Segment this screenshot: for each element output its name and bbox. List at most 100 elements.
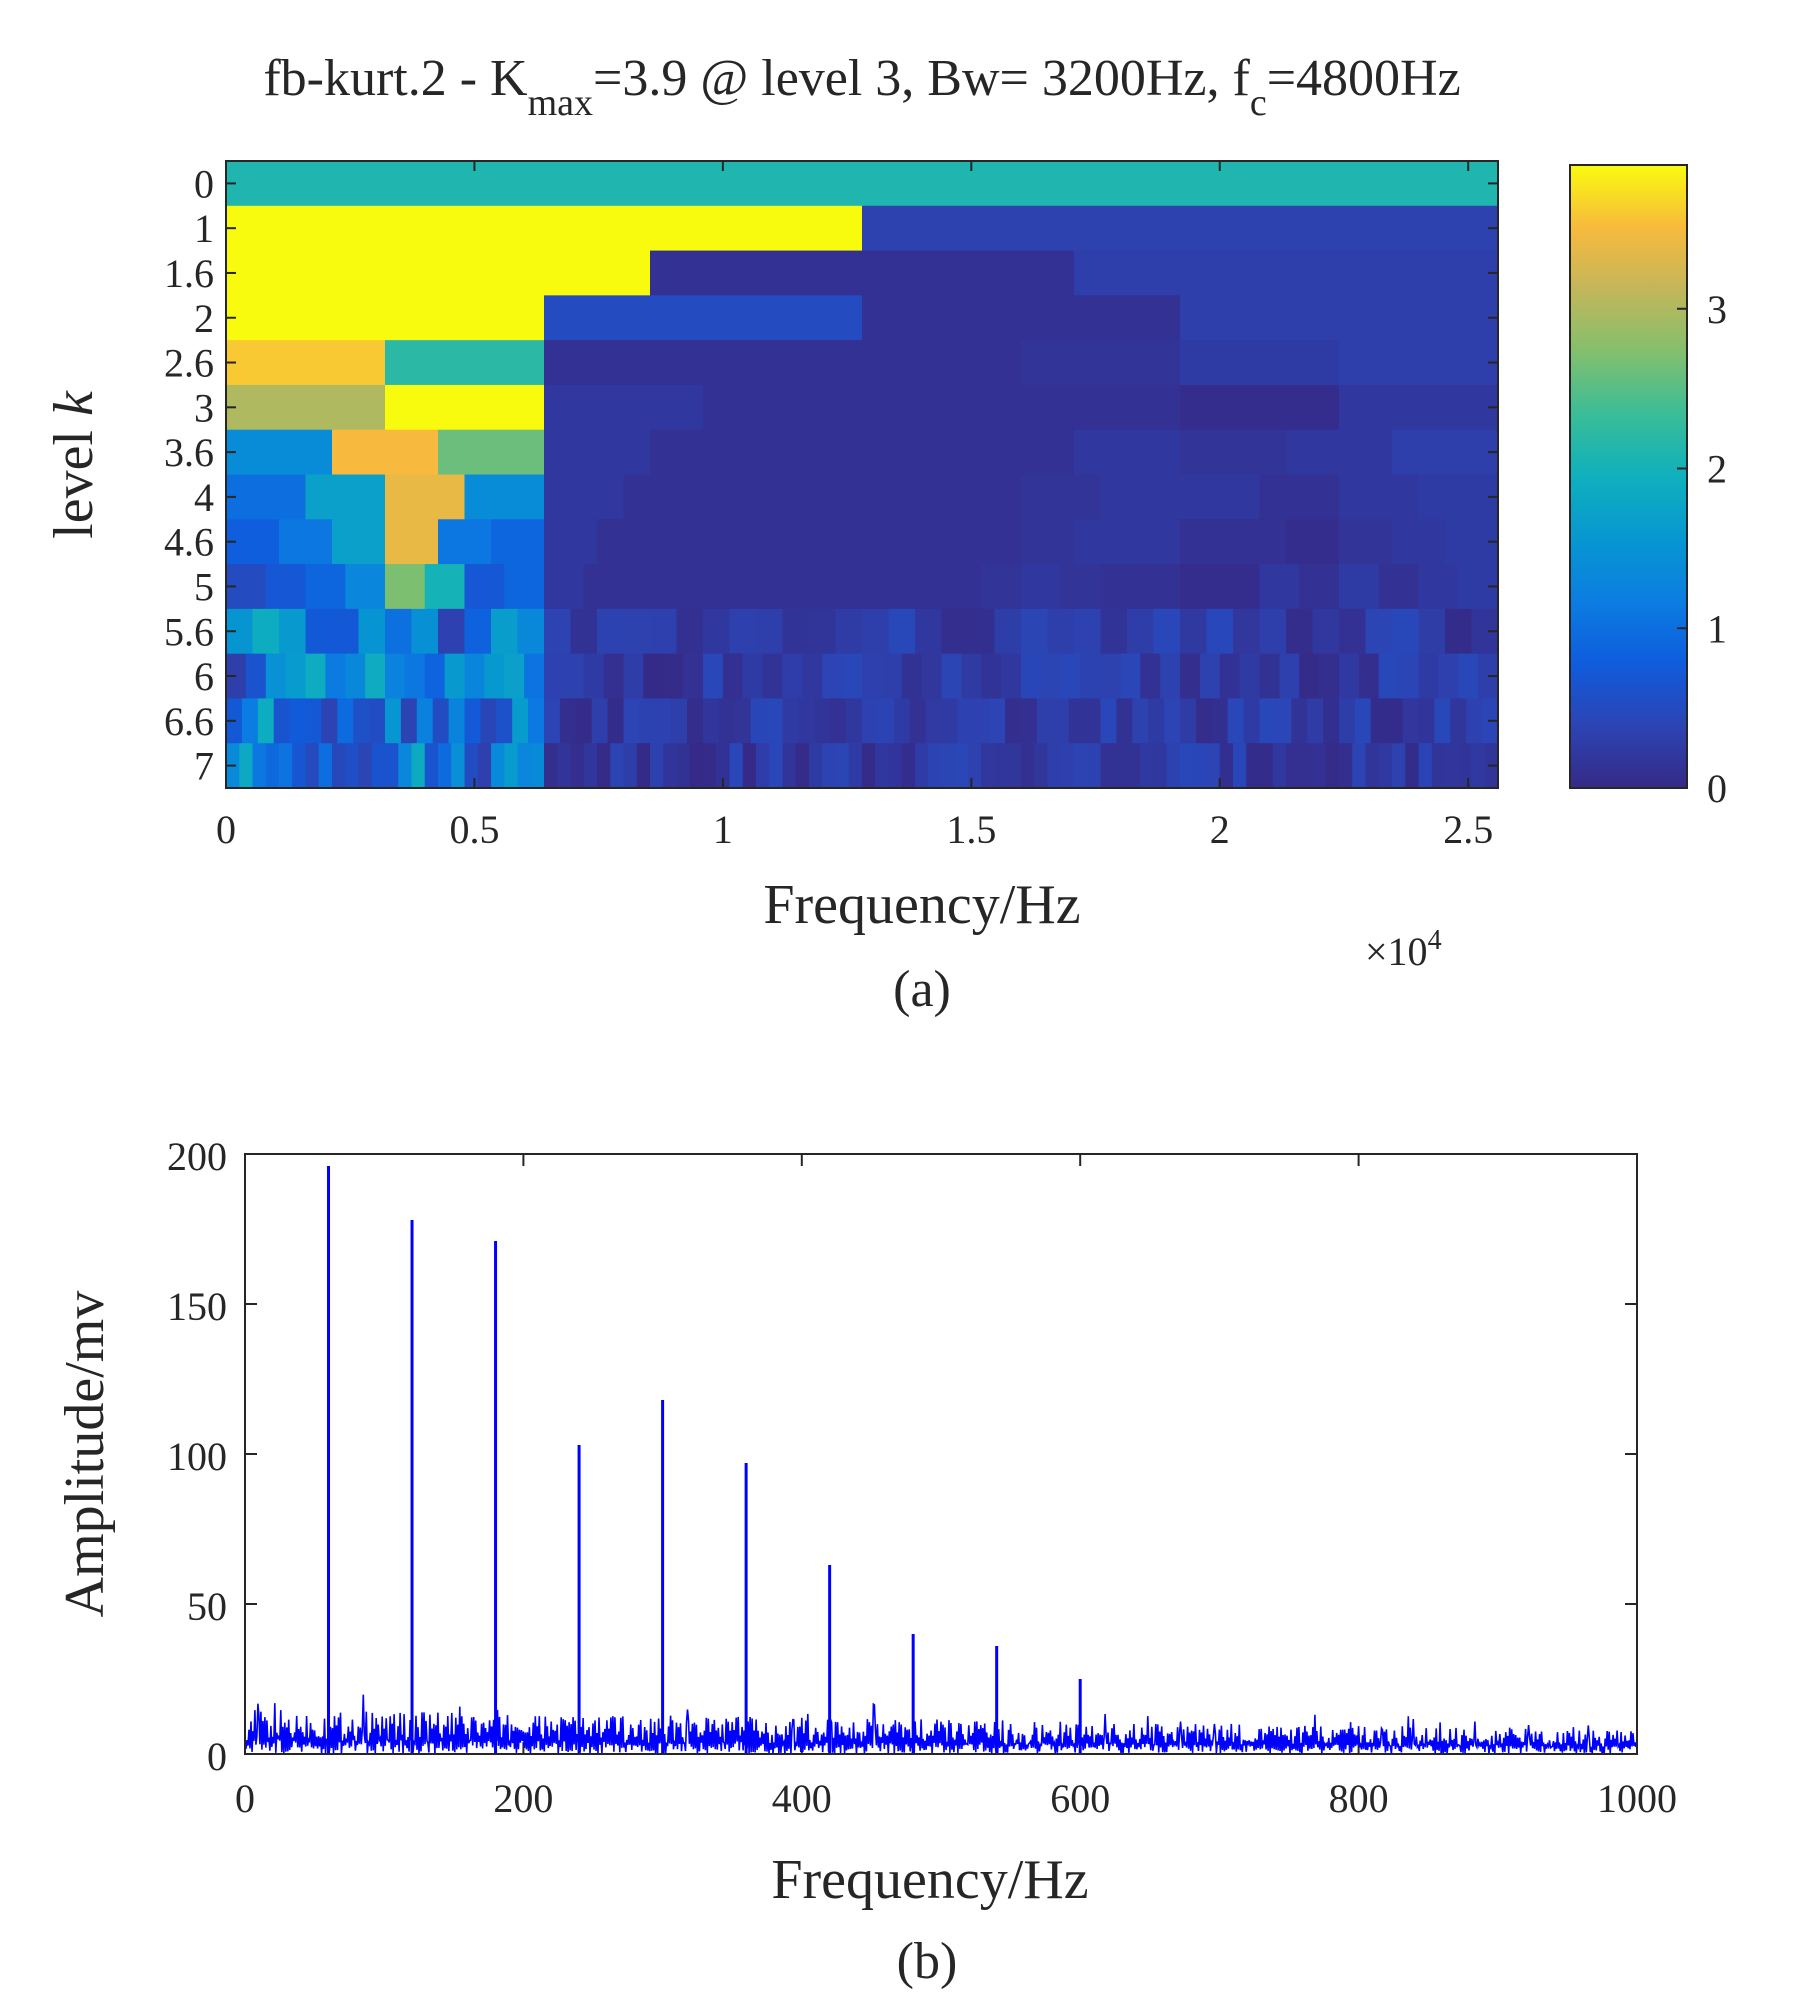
heatmap-cell — [809, 519, 863, 565]
heatmap-cell — [544, 653, 565, 700]
heatmap-cell — [742, 743, 757, 789]
heatmap-cell — [1378, 743, 1393, 789]
heatmap-cell — [1239, 653, 1261, 700]
heatmap-cell — [782, 653, 803, 700]
heatmap-cell — [756, 743, 770, 789]
heatmap-cell — [1100, 564, 1141, 610]
heatmap-cell — [643, 653, 664, 700]
heatmap-cell — [862, 519, 916, 565]
heatmap-cell — [448, 698, 466, 744]
heatmap-cell — [901, 564, 943, 610]
kurtogram-y-label: level k — [43, 390, 105, 539]
heatmap-cell — [881, 653, 903, 700]
heatmap-cell — [639, 698, 656, 744]
heatmap-cell — [385, 474, 466, 520]
y-tick-label: 3.6 — [164, 430, 214, 475]
heatmap-cell — [862, 743, 876, 789]
heatmap-cell — [1047, 743, 1062, 789]
y-tick-label: 100 — [167, 1434, 227, 1479]
heatmap-cell — [252, 743, 267, 789]
heatmap-cell — [663, 564, 704, 610]
heatmap-cell — [961, 653, 982, 700]
heatmap-cell — [1001, 653, 1022, 700]
kurtogram-panel: fb-kurt.2 - Kmax=3.9 @ level 3, Bw= 3200… — [43, 50, 1727, 1018]
heatmap-cell — [544, 608, 572, 655]
heatmap-cell — [1438, 653, 1459, 700]
heatmap-cell — [491, 519, 545, 565]
heatmap-cell — [655, 698, 672, 744]
heatmap-cell — [1259, 474, 1340, 520]
heatmap-cell — [1434, 698, 1451, 744]
kurtogram-axes-box — [225, 160, 1499, 789]
heatmap-cell — [835, 608, 863, 655]
heatmap-cell — [901, 653, 923, 700]
heatmap-cell — [1021, 519, 1075, 565]
heatmap-cell — [1339, 519, 1393, 565]
heatmap-cell — [1021, 653, 1042, 700]
heatmap-cell — [671, 698, 688, 744]
heatmap-cell — [650, 743, 664, 789]
heatmap-cell — [862, 384, 1022, 431]
heatmap-cell — [1279, 653, 1300, 700]
heatmap-cell — [703, 340, 863, 386]
heatmap-cell — [1445, 743, 1459, 789]
heatmap-cell — [257, 698, 275, 744]
heatmap-cell — [650, 519, 704, 565]
heatmap-cell — [981, 743, 996, 789]
heatmap-cell — [1084, 698, 1102, 744]
heatmap-cell — [893, 698, 911, 744]
heatmap-cell — [512, 698, 529, 744]
heatmap-cell — [888, 608, 916, 655]
heatmap-cell — [597, 519, 651, 565]
heatmap-cell — [1060, 653, 1082, 700]
spectrum-ticks: 0 200 400 600 800 1000 0 50 100 150 200 — [167, 1134, 1677, 1821]
heatmap-cell — [385, 519, 439, 565]
heatmap-cell — [1180, 698, 1197, 744]
heatmap-cell — [1286, 519, 1340, 565]
y-tick-label: 5 — [194, 564, 214, 609]
caption-b: (b) — [897, 1933, 958, 1990]
heatmap-cell — [676, 608, 704, 655]
heatmap-cell — [716, 743, 731, 789]
heatmap-cell — [1291, 698, 1308, 744]
heatmap-cell — [703, 698, 720, 744]
heatmap-cell — [941, 474, 1022, 520]
heatmap-cell — [544, 384, 704, 431]
heatmap-cell — [491, 743, 505, 789]
heatmap-cell — [1450, 698, 1467, 744]
heatmap-cell — [809, 743, 823, 789]
heatmap-cell — [623, 564, 664, 610]
heatmap-cell — [504, 564, 545, 610]
heatmap-cell — [1325, 743, 1340, 789]
colorbar-tick-label: 1 — [1707, 606, 1727, 651]
heatmap-cell — [802, 653, 823, 700]
heatmap-cell — [729, 743, 744, 789]
heatmap-cell — [265, 743, 280, 789]
heatmap-cell — [1116, 698, 1133, 744]
caption-a: (a) — [893, 961, 951, 1018]
heatmap-cell — [385, 564, 426, 610]
heatmap-cell — [1458, 743, 1473, 789]
heatmap-cell — [1127, 519, 1181, 565]
y-tick-label: 5.6 — [164, 609, 214, 654]
heatmap-cell — [398, 743, 413, 789]
heatmap-cell — [1466, 698, 1483, 744]
y-tick-label: 1 — [194, 206, 214, 251]
heatmap-cell — [1418, 608, 1446, 655]
heatmap-cell — [385, 653, 406, 700]
heatmap-cell — [941, 698, 958, 744]
heatmap-cell — [1339, 698, 1356, 744]
heatmap-cell — [762, 653, 784, 700]
heatmap-cell — [491, 608, 519, 655]
heatmap-cell — [239, 743, 254, 789]
heatmap-cell — [1233, 608, 1261, 655]
kurtogram-cells — [226, 161, 1499, 789]
heatmap-cell — [1034, 743, 1049, 789]
heatmap-cell — [226, 295, 545, 341]
heatmap-cell — [305, 653, 326, 700]
heatmap-cell — [1180, 295, 1499, 341]
heatmap-cell — [742, 564, 784, 610]
heatmap-cell — [1219, 743, 1234, 789]
heatmap-cell — [1100, 474, 1181, 520]
heatmap-cell — [371, 743, 386, 789]
